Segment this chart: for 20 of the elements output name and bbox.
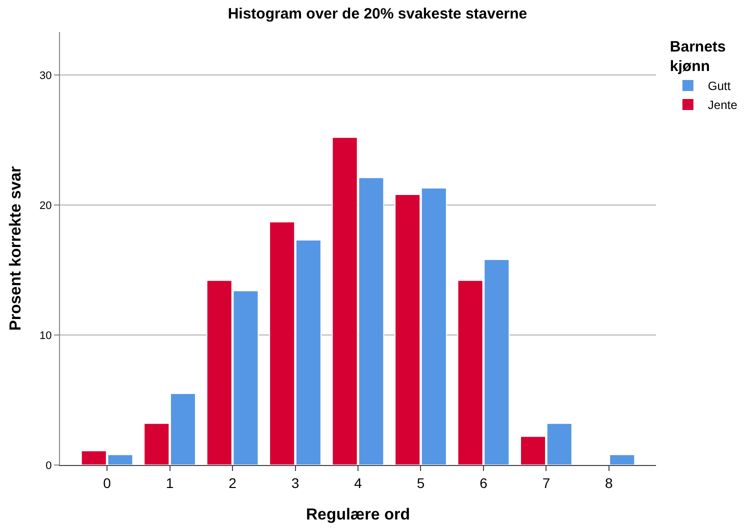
legend-title: Barnets kjønn	[670, 38, 726, 75]
y-axis-title: Prosent korrekte svar	[7, 166, 24, 331]
x-tick-label: 3	[291, 474, 300, 491]
y-tick-label: 30	[40, 70, 52, 82]
x-tick-label: 7	[542, 474, 550, 491]
chart-title: Histogram over de 20% svakeste staverne	[228, 5, 528, 22]
bar	[609, 454, 636, 465]
x-tick-label: 5	[416, 474, 425, 491]
x-tick-label: 1	[166, 474, 174, 491]
x-tick-label: 8	[605, 474, 614, 491]
y-tick-label: 0	[46, 460, 52, 472]
x-tick-label: 0	[103, 474, 112, 491]
y-tick-label: 20	[40, 200, 52, 212]
y-tick-label: 10	[40, 330, 52, 342]
x-axis-title: Regulære ord	[306, 506, 410, 524]
x-tick-label: 2	[228, 474, 237, 491]
x-tick-label: 6	[480, 474, 488, 491]
x-tick-label: 4	[354, 474, 362, 491]
legend-label: Jente	[708, 98, 738, 112]
legend-label: Gutt	[708, 79, 732, 94]
